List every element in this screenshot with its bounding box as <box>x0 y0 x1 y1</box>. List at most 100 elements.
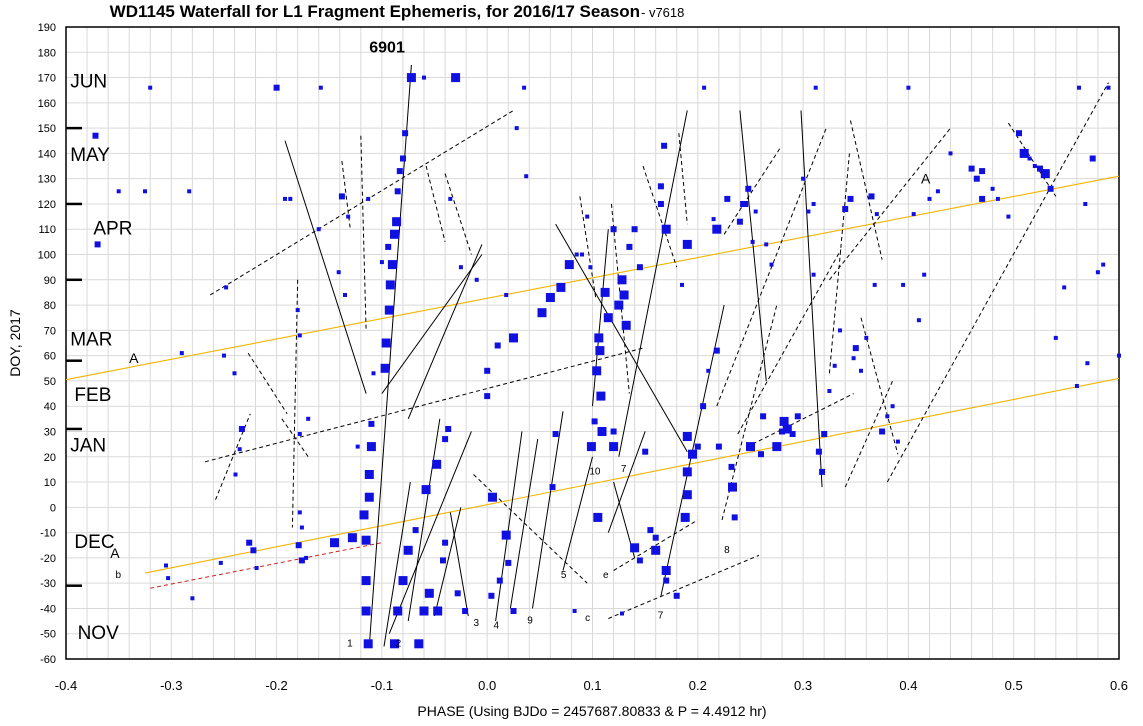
series-line-track <box>555 223 688 452</box>
data-point <box>488 492 497 502</box>
data-point <box>979 195 986 202</box>
data-point <box>552 431 559 437</box>
data-point <box>233 472 238 477</box>
data-point <box>448 196 453 201</box>
data-point <box>591 418 598 425</box>
data-point <box>847 195 854 202</box>
y-tick-label: 50 <box>44 376 56 388</box>
data-point <box>1074 384 1079 388</box>
annotation-label: 4 <box>494 621 500 632</box>
data-point <box>537 308 547 318</box>
data-point <box>1106 85 1111 90</box>
x-tick-label: 0.0 <box>478 678 496 693</box>
data-point <box>1053 335 1058 340</box>
data-point <box>445 426 452 432</box>
data-point <box>636 557 643 564</box>
y-tick-label: 190 <box>38 22 56 34</box>
series-line-track <box>388 431 472 634</box>
data-point <box>617 275 627 285</box>
chart-title: WD1145 Waterfall for L1 Fragment Ephemer… <box>110 2 640 21</box>
x-tick-label: 0.4 <box>899 678 917 693</box>
data-point <box>440 557 446 564</box>
x-tick-labels: -0.4 -0.3 -0.2 -0.1 0.0 0.1 0.2 0.3 0.4 0.5 0.6 <box>55 678 1128 693</box>
data-point <box>592 366 602 376</box>
data-point <box>556 282 566 292</box>
data-point <box>422 75 426 80</box>
data-point <box>442 436 449 443</box>
data-point <box>614 300 624 310</box>
annotation-label: A <box>110 545 120 561</box>
data-point <box>549 484 556 491</box>
series-line-track <box>247 352 288 415</box>
series-line-track <box>642 165 678 268</box>
data-point <box>419 606 429 616</box>
series-line-track <box>844 380 894 488</box>
data-point <box>1027 156 1032 161</box>
data-point <box>682 490 692 500</box>
series-line-track <box>716 127 827 407</box>
series-line-track <box>613 519 699 571</box>
series-line-track <box>281 418 309 458</box>
plot-frame <box>65 26 1120 660</box>
data-point <box>901 282 906 287</box>
series-line-track <box>860 317 899 455</box>
data-point <box>1016 130 1022 137</box>
data-point <box>661 566 671 575</box>
data-point <box>510 608 517 614</box>
data-point <box>454 590 461 597</box>
data-point <box>361 576 371 586</box>
data-point <box>394 188 401 195</box>
data-point <box>179 351 184 356</box>
data-point <box>94 241 101 248</box>
series-line-track <box>381 254 483 394</box>
data-point <box>815 448 822 455</box>
y-tick-label: 30 <box>44 426 56 438</box>
data-point <box>838 328 842 333</box>
annotation-label: e <box>603 570 609 581</box>
data-point <box>380 363 390 373</box>
y-tick-label: 120 <box>38 199 56 211</box>
data-point <box>368 420 375 427</box>
data-point <box>819 468 826 475</box>
data-point <box>297 510 302 515</box>
data-point <box>273 84 280 91</box>
data-point <box>385 280 395 290</box>
series-line-track <box>360 135 367 331</box>
data-point <box>661 142 668 149</box>
series-line-track <box>739 110 767 381</box>
data-point <box>403 545 413 555</box>
y-tick-label: -30 <box>40 578 56 590</box>
y-tick-label: 80 <box>44 300 56 312</box>
data-point <box>764 242 769 247</box>
x-tick-label: -0.1 <box>371 678 393 693</box>
data-point <box>995 196 1000 201</box>
data-point <box>712 224 722 234</box>
data-point <box>522 85 527 90</box>
data-point <box>1037 165 1043 172</box>
month-label: JAN <box>70 436 106 457</box>
month-labels: JUN MAY APR MAR FEB JAN DEC NOV <box>70 72 132 644</box>
data-point <box>1095 270 1100 275</box>
data-point <box>424 588 434 598</box>
data-point <box>432 459 442 469</box>
series-line-track <box>608 554 760 620</box>
annotations: 6901 A A Ab 1 2 3 4 9 5 e c 7 10 7 8 <box>110 39 931 649</box>
data-point <box>801 176 806 181</box>
data-point <box>509 333 518 343</box>
data-point <box>746 442 755 452</box>
data-point <box>990 186 995 191</box>
data-point <box>347 533 357 543</box>
month-label: DEC <box>74 532 114 553</box>
data-point <box>736 218 743 225</box>
data-point <box>514 126 519 131</box>
data-point <box>657 183 664 190</box>
data-point <box>496 577 503 584</box>
annotation-label: 7 <box>658 611 664 622</box>
data-point <box>1085 361 1090 366</box>
data-point <box>864 335 869 340</box>
data-point <box>398 576 408 586</box>
data-point <box>682 432 692 441</box>
data-point <box>859 368 863 373</box>
series-line-track <box>434 507 462 617</box>
y-tick-label: 20 <box>44 452 56 464</box>
